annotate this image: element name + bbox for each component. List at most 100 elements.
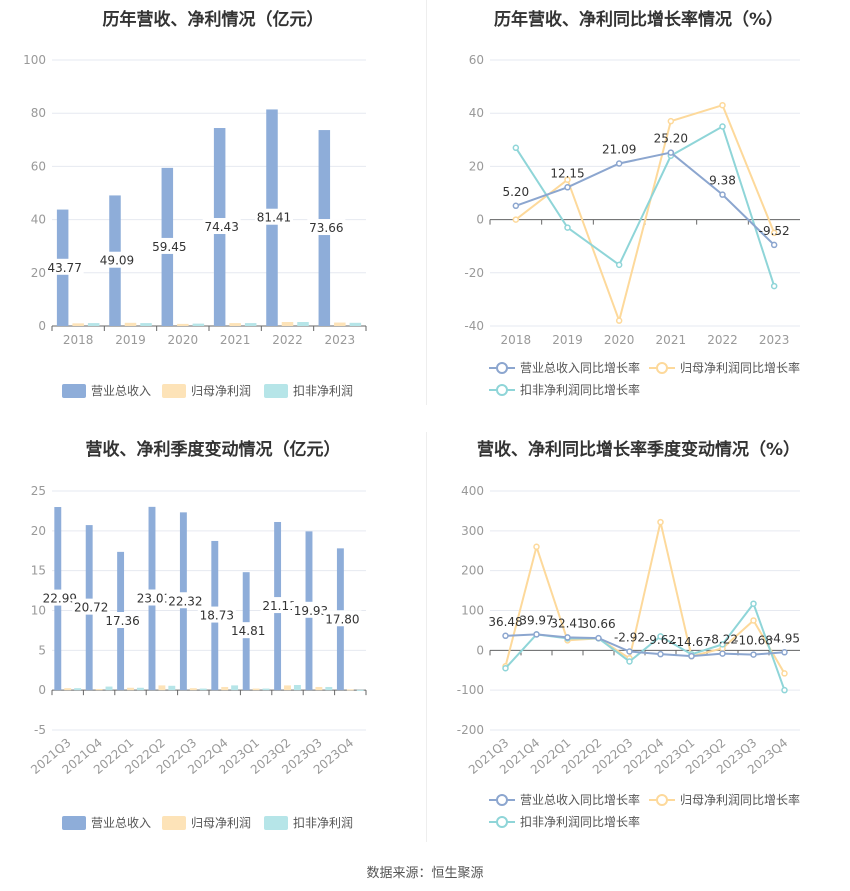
y-tick-label: -200 xyxy=(457,723,484,737)
quarterly-growth-rate-chart: 营收、净利同比增长率季度变动情况（%） -200 -100 0 100 200 300 40… xyxy=(427,425,850,845)
deducted-profit-bar xyxy=(87,323,100,326)
x-tick-label: 2023 xyxy=(325,333,356,347)
annual-revenue-profit-chart: 历年营收、净利情况（亿元） 0 20 40 60 80 100 43.77 49.09 59.4… xyxy=(0,0,426,410)
y-tick-label: 20 xyxy=(469,159,484,173)
legend-label: 扣非净利润同比增长率 xyxy=(520,814,640,829)
data-label-bg xyxy=(166,592,205,609)
net-profit-growth-line xyxy=(515,103,776,325)
deducted-profit-growth-point xyxy=(615,261,623,269)
deducted-profit-bar xyxy=(136,687,144,691)
x-tick-label: 2019 xyxy=(552,333,583,347)
data-label: 36.48 xyxy=(488,615,522,629)
y-tick-label: 10 xyxy=(31,604,46,618)
data-label: 17.80 xyxy=(325,612,359,626)
annual-growth-rate-chart: 历年营收、净利同比增长率情况（%） -40 -20 0 20 40 60 5.20 12.15… xyxy=(427,0,850,410)
deducted-profit-growth-point xyxy=(781,686,788,694)
y-tick-label: -5 xyxy=(34,723,46,737)
y-tick-label: 400 xyxy=(461,484,484,498)
legend-label: 营业总收入 xyxy=(91,384,151,398)
legend-label: 归母净利润同比增长率 xyxy=(680,360,800,375)
legend-swatch xyxy=(264,816,288,830)
y-tick-label: 0 xyxy=(38,683,46,697)
data-label-bg xyxy=(229,622,268,639)
legend-swatch xyxy=(264,384,288,398)
data-label: 39.97 xyxy=(519,613,553,627)
data-label: -9.52 xyxy=(759,224,790,238)
data-label: 59.45 xyxy=(152,240,186,254)
data-label: 22.99 xyxy=(43,592,77,606)
data-label-bg xyxy=(323,610,362,627)
y-tick-label: 0 xyxy=(476,643,484,657)
data-label: 14.81 xyxy=(231,624,265,638)
deducted-profit-bar xyxy=(140,323,152,326)
net-profit-bar xyxy=(177,323,189,326)
y-tick-label: 300 xyxy=(461,524,484,538)
panel-divider-bottom xyxy=(426,432,427,842)
y-tick-label: 200 xyxy=(461,564,484,578)
revenue-growth-point xyxy=(564,634,571,641)
deducted-profit-bar xyxy=(192,323,205,326)
y-tick-label: 100 xyxy=(23,53,46,67)
net-profit-growth-point xyxy=(770,229,778,237)
chart-title: 营收、净利季度变动情况（亿元） xyxy=(85,440,341,460)
y-tick-label: 60 xyxy=(31,159,46,173)
deducted-profit-growth-point xyxy=(502,665,509,672)
deducted-profit-bar xyxy=(297,322,309,326)
y-tick-label: 40 xyxy=(31,213,46,227)
y-tick-label: 80 xyxy=(31,106,46,120)
revenue-growth-point xyxy=(502,632,509,640)
deducted-profit-growth-point xyxy=(512,144,520,152)
deducted-profit-growth-point xyxy=(770,282,778,290)
revenue-growth-line xyxy=(505,633,785,658)
legend-label: 营业总收入 xyxy=(91,816,151,830)
x-tick-label: 2023 xyxy=(759,333,790,347)
deducted-profit-bar xyxy=(231,685,239,691)
x-tick-label: 2022 xyxy=(272,333,303,347)
y-tick-label: -40 xyxy=(464,319,484,333)
data-label: 21.11 xyxy=(262,599,296,613)
revenue-growth-point xyxy=(512,202,520,210)
y-tick-label: 0 xyxy=(476,213,484,227)
net-profit-bar xyxy=(229,323,241,326)
legend-label: 营业总收入同比增长率 xyxy=(520,360,640,375)
data-label-bg xyxy=(72,598,111,615)
data-label: 17.36 xyxy=(105,614,139,628)
x-tick-label: 2021 xyxy=(220,333,251,347)
revenue-growth-point xyxy=(667,149,675,156)
revenue-growth-point xyxy=(781,649,788,656)
data-label-bg xyxy=(307,219,346,236)
x-tick-label: 2020 xyxy=(168,333,199,347)
deducted-profit-bar xyxy=(356,689,364,691)
data-label-bg xyxy=(134,589,173,606)
data-label-bg xyxy=(150,237,189,254)
legend-swatch xyxy=(162,384,186,398)
y-tick-label: -20 xyxy=(464,266,484,280)
data-label: -9.62 xyxy=(645,633,676,647)
deducted-profit-bar xyxy=(199,688,207,691)
chart-title: 历年营收、净利情况（亿元） xyxy=(102,10,324,30)
x-tick-label: 2022 xyxy=(707,333,738,347)
data-label: 22.32 xyxy=(168,594,202,608)
data-label: 81.41 xyxy=(257,211,291,225)
data-label: -10.68 xyxy=(734,634,773,648)
revenue-growth-point xyxy=(719,650,726,657)
legend-marker xyxy=(656,362,668,374)
legend-marker xyxy=(656,794,668,806)
deducted-profit-growth-point xyxy=(626,658,633,665)
data-label-bg xyxy=(103,612,142,629)
net-profit-bar xyxy=(315,686,323,691)
net-profit-bar xyxy=(158,685,166,691)
x-tick-label: 2020 xyxy=(604,333,635,347)
data-label-bg xyxy=(291,601,330,618)
deducted-profit-bar xyxy=(244,323,257,326)
deducted-profit-bar xyxy=(105,686,113,691)
net-profit-growth-point xyxy=(750,617,757,624)
net-profit-bar xyxy=(252,688,260,691)
legend-marker xyxy=(496,794,508,806)
data-label: -4.95 xyxy=(769,631,800,645)
quarterly-revenue-profit-chart: 营收、净利季度变动情况（亿元） -5 0 5 10 15 20 25 22.99 20.72 17… xyxy=(0,425,426,845)
net-profit-bar xyxy=(334,322,346,326)
legend-label: 归母净利润 xyxy=(191,384,251,398)
panel-divider-top xyxy=(426,0,427,405)
net-profit-bar xyxy=(127,687,134,691)
